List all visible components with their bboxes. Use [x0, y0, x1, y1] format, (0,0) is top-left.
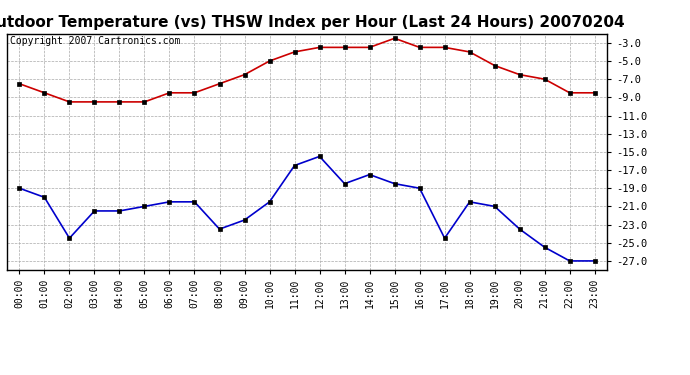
Text: Outdoor Temperature (vs) THSW Index per Hour (Last 24 Hours) 20070204: Outdoor Temperature (vs) THSW Index per …: [0, 15, 624, 30]
Text: Copyright 2007 Cartronics.com: Copyright 2007 Cartronics.com: [10, 36, 180, 46]
